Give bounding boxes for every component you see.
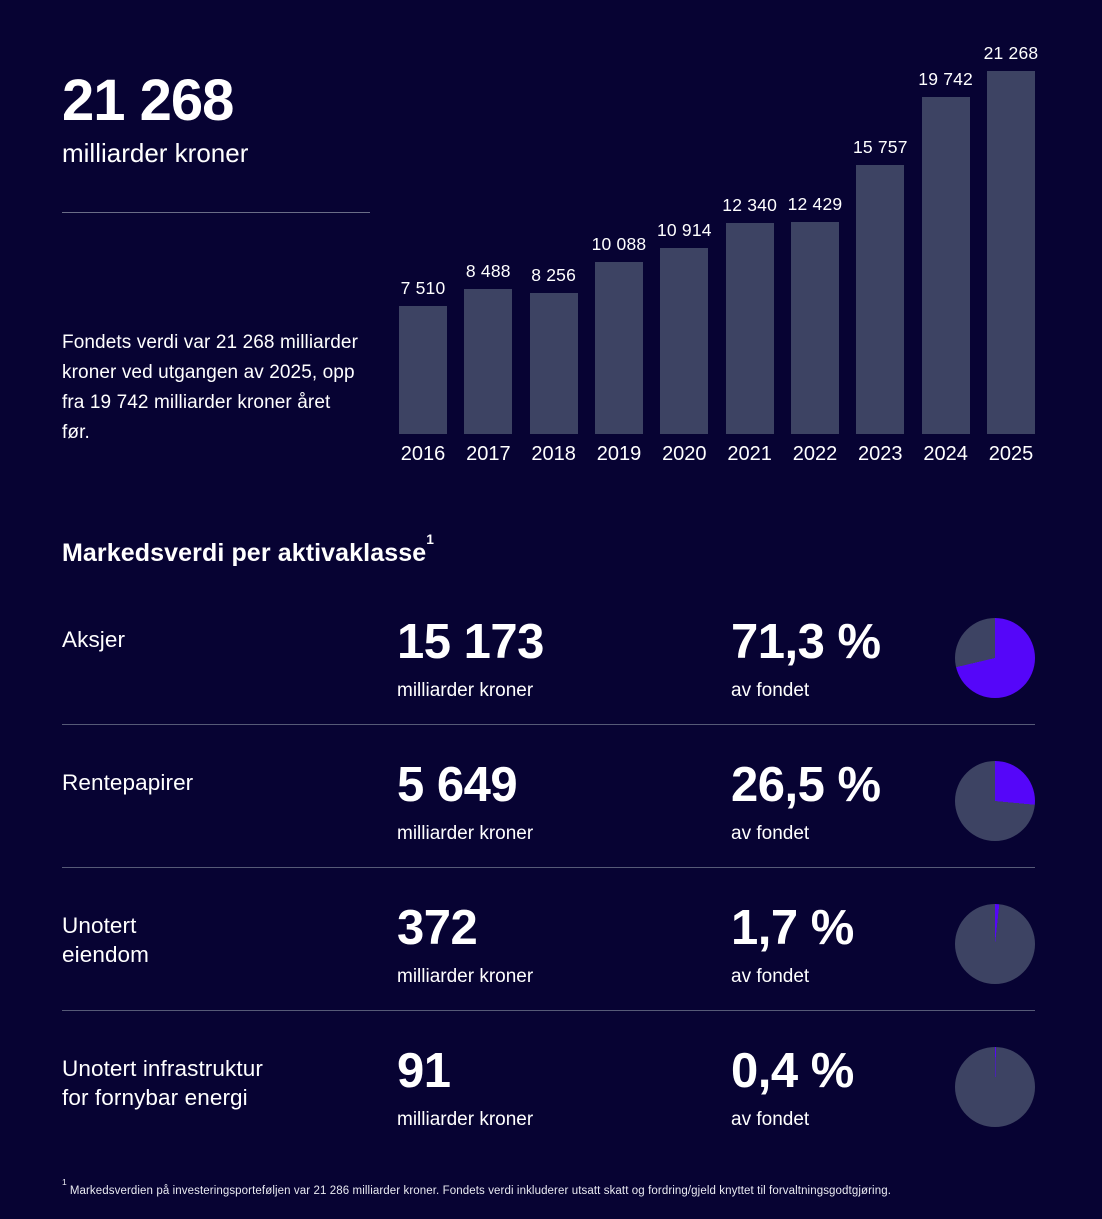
bar-value-label: 15 757 <box>852 137 908 157</box>
asset-value-block: 15 173 milliarder kroner <box>397 618 731 702</box>
asset-value-unit: milliarder kroner <box>397 680 534 701</box>
bar-year-label: 2018 <box>531 443 576 465</box>
bar-2018 <box>529 293 578 434</box>
asset-share-block: 71,3 % av fondet <box>731 618 955 702</box>
bar-value-label: 12 429 <box>787 194 843 214</box>
bar-year-label: 2024 <box>923 443 968 465</box>
bar-value-label: 8 488 <box>465 261 511 281</box>
bar-2023 <box>856 165 905 434</box>
asset-value-unit: milliarder kroner <box>397 966 534 987</box>
asset-value-number: 15 173 <box>397 615 544 669</box>
bar-column-2018: 8 256 2018 <box>529 265 578 466</box>
bar-value-label: 12 340 <box>722 195 778 215</box>
bar-2019 <box>594 262 643 434</box>
footnote-text: Markedsverdien på investeringsportefølje… <box>69 1184 891 1197</box>
asset-share-block: 26,5 % av fondet <box>731 761 955 845</box>
asset-share-block: 1,7 % av fondet <box>731 904 955 988</box>
asset-share-pie-chart <box>955 904 1035 984</box>
asset-label: Unotert infrastruktur for fornybar energ… <box>62 1056 263 1111</box>
bar-column-2019: 10 088 2019 <box>592 234 647 466</box>
bar-year-label: 2025 <box>988 443 1034 465</box>
bar-value-label: 10 088 <box>591 234 647 254</box>
asset-share-block: 0,4 % av fondet <box>731 1047 955 1131</box>
bar-value-label: 7 510 <box>400 278 446 298</box>
bar-column-2016: 7 510 2016 <box>399 278 447 466</box>
asset-share-pie-chart <box>955 761 1035 841</box>
bar-year-label: 2021 <box>727 443 772 465</box>
bar-column-2017: 8 488 2017 <box>464 261 513 466</box>
asset-class-section-title-text: Markedsverdi per aktivaklasse <box>62 539 427 567</box>
bar-2016 <box>399 306 447 434</box>
asset-share-unit: av fondet <box>731 1109 810 1130</box>
footnote: 1Markedsverdien på investeringsportefølj… <box>62 1177 1035 1197</box>
asset-share-pie-chart <box>955 1047 1035 1127</box>
asset-share-number: 1,7 % <box>731 901 854 955</box>
bar-2022 <box>790 222 839 434</box>
bar-year-label: 2017 <box>466 443 511 465</box>
asset-row-unotert-infrastruktur: Unotert infrastruktur for fornybar energ… <box>62 1011 1035 1153</box>
asset-value-unit: milliarder kroner <box>397 1109 534 1130</box>
asset-share-number: 26,5 % <box>731 758 881 812</box>
footnote-marker: 1 <box>62 1177 67 1188</box>
asset-share-pie-chart <box>955 618 1035 698</box>
asset-label: Rentepapirer <box>62 770 194 795</box>
bar-year-label: 2019 <box>596 443 642 465</box>
bar-year-label: 2023 <box>858 443 903 465</box>
asset-value-number: 91 <box>397 1044 451 1098</box>
asset-label: Unotert eiendom <box>62 913 150 968</box>
asset-share-number: 71,3 % <box>731 615 881 669</box>
bar-value-label: 21 268 <box>983 43 1039 63</box>
bar-column-2024: 19 742 2024 <box>918 69 973 466</box>
bar-column-2020: 10 914 2020 <box>657 220 712 466</box>
fund-value-headline-unit: milliarder kroner <box>62 138 249 168</box>
bar-2024 <box>921 97 970 434</box>
asset-share-unit: av fondet <box>731 823 810 844</box>
fund-value-bar-chart: 7 510 2016 8 488 2017 8 256 2018 10 088 2019 10 … <box>399 43 1039 466</box>
headline-block: 21 268 milliarder kroner Fondets verdi v… <box>62 72 372 448</box>
asset-value-block: 372 milliarder kroner <box>397 904 731 988</box>
asset-label: Aksjer <box>62 627 126 652</box>
bar-column-2022: 12 429 2022 <box>788 194 843 466</box>
bar-2017 <box>464 289 513 434</box>
bar-column-2021: 12 340 2021 <box>722 195 777 466</box>
asset-class-section-title: Markedsverdi per aktivaklasse1 <box>62 532 1035 568</box>
asset-row-rentepapirer: Rentepapirer 5 649 milliarder kroner 26,… <box>62 725 1035 868</box>
asset-value-unit: milliarder kroner <box>397 823 534 844</box>
headline-divider <box>62 212 370 213</box>
bar-2021 <box>725 223 774 434</box>
asset-share-unit: av fondet <box>731 966 810 987</box>
asset-row-unotert-eiendom: Unotert eiendom 372 milliarder kroner 1,… <box>62 868 1035 1011</box>
fund-value-headline-number: 21 268 <box>62 68 234 133</box>
fund-value-description: Fondets verdi var 21 268 milliarder kron… <box>62 332 359 444</box>
bar-2025 <box>986 71 1035 434</box>
bar-value-label: 19 742 <box>918 69 973 89</box>
bar-year-label: 2020 <box>662 443 707 465</box>
asset-class-table: Aksjer 15 173 milliarder kroner 71,3 % a… <box>62 618 1035 1153</box>
fund-value-summary-section: 21 268 milliarder kroner Fondets verdi v… <box>62 0 1039 466</box>
section-title-footnote-marker: 1 <box>426 532 434 548</box>
bar-column-2025: 21 268 2025 <box>984 43 1039 466</box>
bar-value-label: 10 914 <box>656 220 712 240</box>
asset-row-aksjer: Aksjer 15 173 milliarder kroner 71,3 % a… <box>62 618 1035 725</box>
asset-value-block: 5 649 milliarder kroner <box>397 761 731 845</box>
bar-value-label: 8 256 <box>531 265 577 285</box>
asset-value-block: 91 milliarder kroner <box>397 1047 731 1131</box>
bar-column-2023: 15 757 2023 <box>853 137 908 466</box>
asset-value-number: 372 <box>397 901 478 955</box>
asset-share-unit: av fondet <box>731 680 810 701</box>
asset-share-number: 0,4 % <box>731 1044 854 1098</box>
bar-year-label: 2022 <box>792 443 838 465</box>
bar-year-label: 2016 <box>400 443 446 465</box>
asset-value-number: 5 649 <box>397 758 518 812</box>
bar-2020 <box>660 248 709 434</box>
